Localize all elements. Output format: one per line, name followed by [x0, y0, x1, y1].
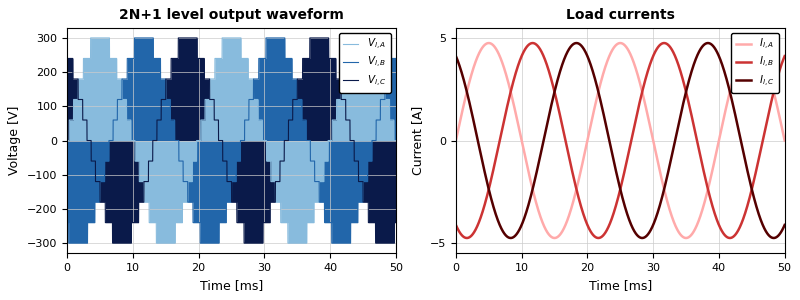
$I_{l,B}$: [451, 223, 461, 227]
Legend: $V_{l,A}$, $V_{l,B}$, $V_{l,C}$: $V_{l,A}$, $V_{l,B}$, $V_{l,C}$: [338, 33, 390, 93]
$V_{l,C}$: [298, 57, 307, 60]
$I_{l,B}$: [511, 72, 521, 75]
$V_{l,A}$: [261, 139, 270, 142]
$I_{l,B}$: [665, 45, 674, 48]
$I_{l,C}$: [648, 223, 658, 226]
$V_{l,B}$: [144, 36, 154, 40]
$V_{l,C}$: [370, 221, 379, 224]
X-axis label: Time [ms]: Time [ms]: [589, 279, 652, 292]
$I_{l,A}$: [697, 211, 706, 215]
Line: $I_{l,C}$: $I_{l,C}$: [456, 43, 785, 238]
$V_{l,B}$: [391, 57, 401, 60]
$I_{l,C}$: [572, 41, 582, 45]
$I_{l,B}$: [648, 55, 658, 58]
$V_{l,A}$: [151, 241, 161, 245]
$I_{l,C}$: [665, 163, 674, 166]
$I_{l,A}$: [722, 105, 731, 109]
$V_{l,B}$: [370, 139, 379, 142]
X-axis label: Time [ms]: Time [ms]: [200, 279, 263, 292]
$V_{l,A}$: [370, 57, 379, 60]
$I_{l,A}$: [451, 139, 461, 142]
$I_{l,B}$: [722, 235, 731, 238]
$V_{l,A}$: [86, 36, 95, 40]
$V_{l,B}$: [218, 221, 227, 224]
Line: $V_{l,B}$: $V_{l,B}$: [67, 38, 396, 243]
$I_{l,B}$: [659, 41, 669, 45]
$V_{l,B}$: [64, 241, 74, 245]
$V_{l,B}$: [130, 36, 139, 40]
$I_{l,C}$: [722, 76, 731, 80]
$I_{l,C}$: [451, 54, 461, 58]
$I_{l,A}$: [577, 165, 586, 169]
$I_{l,A}$: [511, 111, 521, 115]
$V_{l,B}$: [298, 118, 307, 122]
Line: $I_{l,A}$: $I_{l,A}$: [456, 43, 785, 238]
Line: $V_{l,A}$: $V_{l,A}$: [67, 38, 396, 243]
$V_{l,C}$: [391, 221, 401, 224]
$I_{l,B}$: [780, 54, 790, 58]
$V_{l,A}$: [62, 139, 72, 142]
Line: $V_{l,C}$: $V_{l,C}$: [67, 38, 396, 243]
$I_{l,A}$: [484, 41, 494, 45]
$V_{l,C}$: [274, 180, 283, 183]
$I_{l,C}$: [506, 236, 515, 240]
$V_{l,C}$: [261, 221, 270, 224]
$I_{l,A}$: [550, 236, 559, 240]
$I_{l,A}$: [665, 208, 674, 212]
$V_{l,B}$: [62, 221, 72, 224]
$V_{l,C}$: [174, 36, 183, 40]
Y-axis label: Current [A]: Current [A]: [411, 106, 424, 175]
$I_{l,C}$: [577, 44, 586, 48]
$I_{l,B}$: [725, 236, 734, 240]
$V_{l,A}$: [144, 200, 154, 204]
Legend: $I_{l,A}$, $I_{l,B}$, $I_{l,C}$: $I_{l,A}$, $I_{l,B}$, $I_{l,C}$: [731, 33, 779, 93]
$I_{l,C}$: [511, 233, 521, 237]
Title: Load currents: Load currents: [566, 8, 674, 22]
$V_{l,C}$: [144, 159, 154, 163]
$I_{l,A}$: [648, 139, 658, 142]
$V_{l,A}$: [274, 200, 283, 204]
$I_{l,B}$: [697, 158, 706, 162]
$V_{l,A}$: [298, 241, 307, 245]
Line: $I_{l,B}$: $I_{l,B}$: [456, 43, 785, 238]
$V_{l,B}$: [261, 36, 270, 40]
Y-axis label: Voltage [V]: Voltage [V]: [8, 106, 22, 175]
$V_{l,C}$: [62, 57, 72, 60]
$I_{l,C}$: [780, 223, 790, 227]
Title: 2N+1 level output waveform: 2N+1 level output waveform: [119, 8, 344, 22]
$V_{l,A}$: [391, 139, 401, 142]
$I_{l,C}$: [697, 46, 706, 50]
$V_{l,A}$: [218, 36, 227, 40]
$V_{l,B}$: [274, 36, 283, 40]
$V_{l,C}$: [218, 159, 227, 163]
$I_{l,A}$: [780, 139, 790, 142]
$I_{l,B}$: [577, 206, 586, 210]
$V_{l,C}$: [108, 241, 118, 245]
